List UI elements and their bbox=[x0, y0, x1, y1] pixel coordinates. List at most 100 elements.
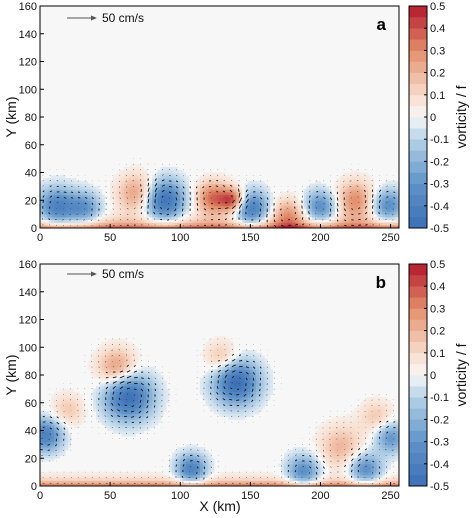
velocity-vector bbox=[351, 208, 354, 210]
heatmap-cell bbox=[331, 194, 335, 198]
heatmap-cell bbox=[138, 219, 142, 223]
heatmap-cell bbox=[48, 477, 52, 481]
velocity-vector bbox=[364, 200, 367, 204]
heatmap-cell bbox=[289, 200, 293, 204]
heatmap-cell bbox=[373, 194, 377, 198]
heatmap-cell bbox=[135, 194, 139, 198]
heatmap-cell bbox=[62, 208, 66, 212]
heatmap-cell bbox=[112, 194, 117, 198]
heatmap-cell bbox=[340, 214, 344, 218]
heatmap-cell bbox=[298, 447, 302, 451]
heatmap-cell bbox=[146, 477, 150, 481]
heatmap-cell bbox=[169, 477, 173, 481]
heatmap-cell bbox=[264, 214, 268, 218]
heatmap-cell bbox=[359, 225, 363, 229]
heatmap-cell bbox=[312, 191, 316, 196]
heatmap-cell bbox=[140, 416, 145, 420]
heatmap-cell bbox=[225, 352, 229, 356]
heatmap-cell bbox=[202, 180, 206, 184]
heatmap-cell bbox=[205, 358, 209, 362]
heatmap-cell bbox=[387, 216, 391, 221]
heatmap-cell bbox=[247, 483, 251, 487]
heatmap-cell bbox=[107, 391, 111, 395]
heatmap-cell bbox=[295, 219, 299, 223]
heatmap-cell bbox=[244, 183, 248, 187]
heatmap-cell bbox=[82, 413, 86, 418]
heatmap-cell bbox=[112, 372, 117, 376]
heatmap-cell bbox=[146, 413, 150, 418]
heatmap-cell bbox=[143, 477, 147, 481]
heatmap-cell bbox=[303, 458, 307, 462]
heatmap-cell bbox=[110, 344, 114, 348]
velocity-vector bbox=[217, 218, 221, 221]
heatmap-cell bbox=[70, 394, 75, 398]
heatmap-cell bbox=[253, 405, 257, 409]
heatmap-cell bbox=[62, 413, 66, 418]
heatmap-cell bbox=[309, 452, 313, 456]
heatmap-cell bbox=[284, 214, 288, 218]
heatmap-cell bbox=[261, 472, 265, 476]
heatmap-cell bbox=[208, 388, 212, 393]
heatmap-cell bbox=[261, 388, 265, 393]
velocity-vector bbox=[159, 207, 163, 209]
heatmap-cell bbox=[96, 402, 100, 406]
heatmap-cell bbox=[247, 180, 251, 184]
heatmap-cell bbox=[225, 180, 229, 184]
heatmap-cell bbox=[216, 474, 220, 479]
heatmap-cell bbox=[112, 214, 117, 218]
heatmap-cell bbox=[68, 444, 72, 448]
heatmap-cell bbox=[211, 341, 215, 345]
heatmap-cell bbox=[84, 413, 89, 418]
heatmap-cell bbox=[149, 394, 153, 398]
heatmap-cell bbox=[62, 222, 66, 226]
heatmap-cell bbox=[202, 397, 206, 401]
heatmap-cell bbox=[45, 477, 49, 481]
heatmap-cell bbox=[247, 197, 251, 201]
colorbar-tick-label: 0.4 bbox=[430, 23, 445, 35]
heatmap-cell bbox=[216, 214, 220, 218]
heatmap-cell bbox=[233, 197, 237, 201]
heatmap-cell bbox=[152, 214, 156, 218]
heatmap-cell bbox=[239, 380, 243, 384]
heatmap-cell bbox=[118, 430, 122, 434]
heatmap-cell bbox=[216, 402, 220, 406]
heatmap-cell bbox=[258, 402, 262, 406]
heatmap-cell bbox=[42, 483, 46, 487]
heatmap-cell bbox=[140, 380, 145, 384]
heatmap-cell bbox=[354, 214, 358, 218]
heatmap-cell bbox=[163, 386, 167, 390]
heatmap-cell bbox=[208, 175, 212, 179]
heatmap-cell bbox=[222, 477, 226, 481]
heatmap-cell bbox=[79, 225, 83, 229]
heatmap-cell bbox=[132, 383, 136, 387]
heatmap-cell bbox=[154, 399, 159, 404]
heatmap-cell bbox=[194, 452, 198, 456]
heatmap-cell bbox=[281, 472, 285, 476]
heatmap-cell bbox=[93, 375, 97, 379]
heatmap-cell bbox=[84, 480, 89, 484]
heatmap-cell bbox=[225, 391, 229, 395]
heatmap-cell bbox=[42, 208, 46, 212]
heatmap-cell bbox=[267, 197, 271, 201]
velocity-vector bbox=[154, 168, 156, 170]
heatmap-cell bbox=[118, 480, 122, 484]
heatmap-cell bbox=[163, 214, 167, 218]
velocity-vector bbox=[63, 191, 67, 193]
heatmap-cell bbox=[222, 219, 226, 223]
velocity-vector bbox=[98, 186, 100, 188]
heatmap-cell bbox=[140, 180, 145, 184]
heatmap-cell bbox=[135, 200, 139, 204]
heatmap-cell bbox=[101, 477, 105, 481]
heatmap-cell bbox=[211, 189, 215, 193]
heatmap-cell bbox=[48, 452, 52, 456]
heatmap-cell bbox=[255, 383, 260, 387]
heatmap-cell bbox=[188, 444, 192, 448]
heatmap-cell bbox=[154, 422, 159, 426]
heatmap-cell bbox=[390, 216, 394, 221]
heatmap-cell bbox=[124, 430, 128, 434]
heatmap-cell bbox=[328, 200, 333, 204]
heatmap-cell bbox=[202, 222, 206, 226]
heatmap-cell bbox=[289, 461, 293, 465]
heatmap-cell bbox=[202, 358, 206, 362]
heatmap-cell bbox=[163, 216, 167, 221]
